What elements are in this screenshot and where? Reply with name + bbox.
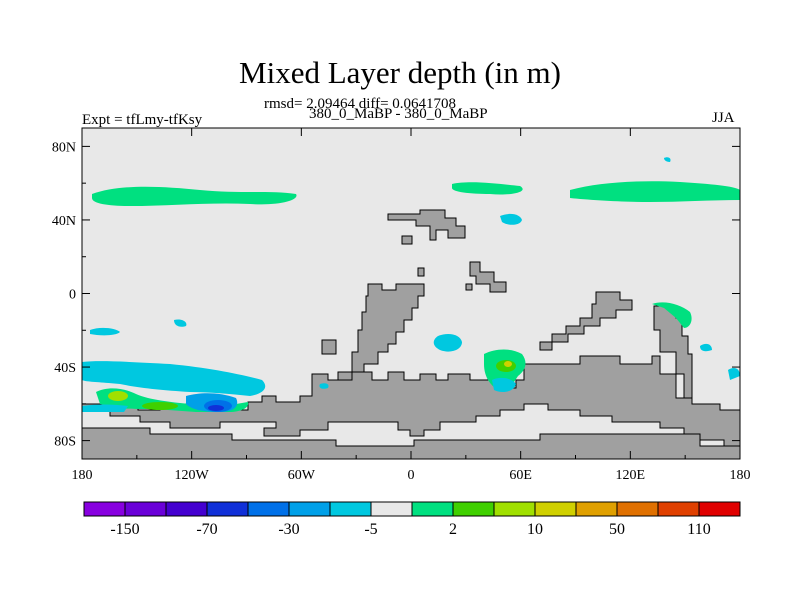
colorbar-swatch: [657, 501, 700, 517]
case-subtitle: 380_0_MaBP - 380_0_MaBP: [309, 106, 488, 122]
colorbar-label: -30: [278, 521, 299, 538]
colorbar-swatch: [534, 501, 577, 517]
colorbar-swatch: [165, 501, 208, 517]
colorbar-swatch: [124, 501, 167, 517]
neg-east-mid: [700, 343, 712, 352]
colorbar-label: 50: [609, 521, 625, 538]
neg-southwest-speck: [319, 383, 329, 389]
colorbar-swatch: [493, 501, 536, 517]
colorbar-labels: -150 -70 -30 -5 2 10 50 110: [110, 521, 710, 538]
chart-title: Mixed Layer depth (in m): [239, 55, 561, 90]
colorbar-swatch: [329, 501, 372, 517]
pos-spot-2: [142, 402, 178, 410]
colorbar-swatch: [452, 501, 495, 517]
axis-ticks: [81, 128, 741, 459]
neg-band-mid-south: [82, 404, 128, 412]
negative-anomalies: [82, 157, 740, 412]
experiment-label: Expt = tfLmy-tfKsy: [82, 112, 203, 128]
colorbar-swatch: [288, 501, 331, 517]
pos-spot-4: [504, 361, 512, 367]
neg-africa-south: [492, 377, 516, 392]
colorbar-label: -70: [196, 521, 217, 538]
pos-arctic-west: [92, 186, 297, 206]
pos-spot-1: [108, 391, 128, 401]
land-north-island: [387, 209, 466, 241]
colorbar-swatch: [411, 501, 454, 517]
colorbar-swatch: [206, 501, 249, 517]
pos-east-coast: [652, 302, 692, 328]
x-tick-label: 180: [730, 468, 751, 483]
x-tick-label: 120W: [175, 468, 210, 483]
land-small-block-e: [321, 339, 337, 355]
neg-band-southwest: [82, 361, 266, 396]
colorbar-label: -5: [364, 521, 377, 538]
stats-subtitle: rmsd= 2.09464 diff= 0.0641708: [264, 96, 457, 112]
colorbar-swatch: [370, 501, 413, 517]
land-small-block-c: [417, 267, 425, 277]
y-tick-label: 80S: [54, 435, 76, 450]
pos-arctic-east: [570, 181, 740, 202]
land-small-block-a: [401, 235, 413, 245]
colorbar-swatch: [575, 501, 618, 517]
neg-central: [433, 334, 462, 352]
neg-east-south: [728, 368, 740, 380]
neg-north-east: [500, 213, 522, 225]
land-southern-continent: [81, 355, 741, 447]
colorbar-swatch: [83, 501, 126, 517]
y-tick-label: 80N: [52, 140, 76, 155]
colorbar-label: -150: [110, 521, 139, 538]
plot-area: 180 120W 60W 0 60E 120E 180 80N 40N 0 40S 80S: [52, 127, 751, 483]
y-tick-label: 40S: [54, 361, 76, 376]
x-tick-label: 180: [72, 468, 93, 483]
colorbar-swatch: [698, 501, 741, 517]
y-tick-label: 40N: [52, 214, 76, 229]
season-label: JJA: [712, 110, 735, 126]
neg-west-sub: [90, 327, 120, 336]
neg-core-inner: [208, 405, 224, 411]
strong-positive-anomalies: [108, 360, 516, 410]
x-tick-label: 60E: [509, 468, 532, 483]
y-tick-label: 0: [69, 288, 76, 303]
axis-tick-labels: 180 120W 60W 0 60E 120E 180 80N 40N 0 40S 80S: [52, 140, 751, 483]
neg-mid-west: [174, 319, 187, 327]
colorbar-label: 2: [449, 521, 457, 538]
land-masses: [81, 209, 741, 460]
colorbar-label: 10: [527, 521, 543, 538]
neg-northwest-speck: [664, 157, 671, 162]
colorbar-legend: [83, 501, 741, 517]
x-tick-label: 60W: [288, 468, 316, 483]
x-tick-label: 0: [408, 468, 415, 483]
colorbar-label: 110: [687, 521, 710, 538]
land-diagonal-strip: [539, 291, 633, 351]
colorbar-swatch: [616, 501, 659, 517]
colorbar-swatch: [247, 501, 290, 517]
land-central-continent: [337, 283, 425, 381]
pos-arctic-mid: [452, 182, 523, 195]
land-small-block-d: [465, 283, 473, 291]
positive-anomalies: [92, 181, 740, 412]
land-small-block-b: [469, 261, 507, 293]
x-tick-label: 120E: [616, 468, 646, 483]
